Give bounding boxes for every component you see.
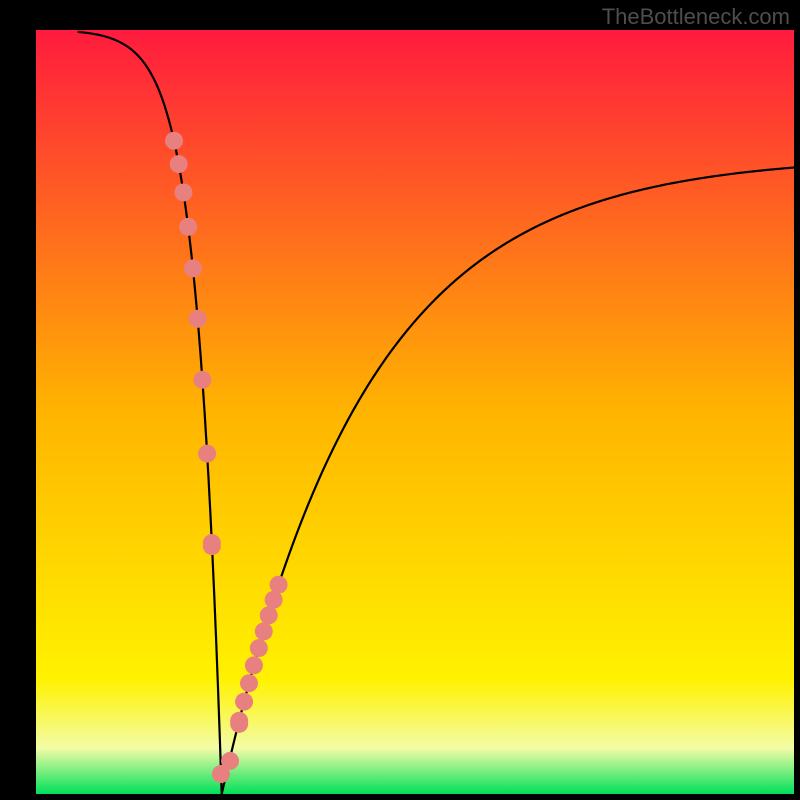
chart-container: TheBottleneck.com — [0, 0, 800, 800]
data-point — [245, 656, 263, 674]
data-point — [198, 445, 216, 463]
chart-overlay — [0, 0, 800, 800]
data-point — [235, 693, 253, 711]
data-point — [240, 674, 258, 692]
data-point — [221, 752, 239, 770]
data-point — [184, 259, 202, 277]
data-point — [179, 218, 197, 236]
data-point — [174, 183, 192, 201]
data-point — [270, 576, 288, 594]
bottleneck-curve — [78, 32, 794, 794]
data-point — [193, 371, 211, 389]
data-point — [170, 155, 188, 173]
data-point — [189, 310, 207, 328]
data-point — [260, 606, 278, 624]
data-point — [230, 715, 248, 733]
data-point — [203, 537, 221, 555]
data-point — [250, 639, 268, 657]
data-point — [255, 622, 273, 640]
data-point — [165, 132, 183, 150]
watermark-text: TheBottleneck.com — [602, 4, 790, 30]
